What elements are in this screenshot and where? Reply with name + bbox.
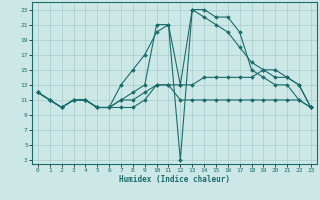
X-axis label: Humidex (Indice chaleur): Humidex (Indice chaleur) — [119, 175, 230, 184]
